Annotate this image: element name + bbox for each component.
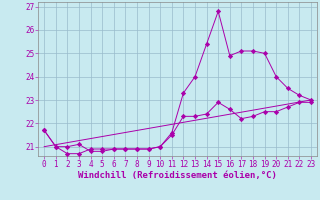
X-axis label: Windchill (Refroidissement éolien,°C): Windchill (Refroidissement éolien,°C): [78, 171, 277, 180]
